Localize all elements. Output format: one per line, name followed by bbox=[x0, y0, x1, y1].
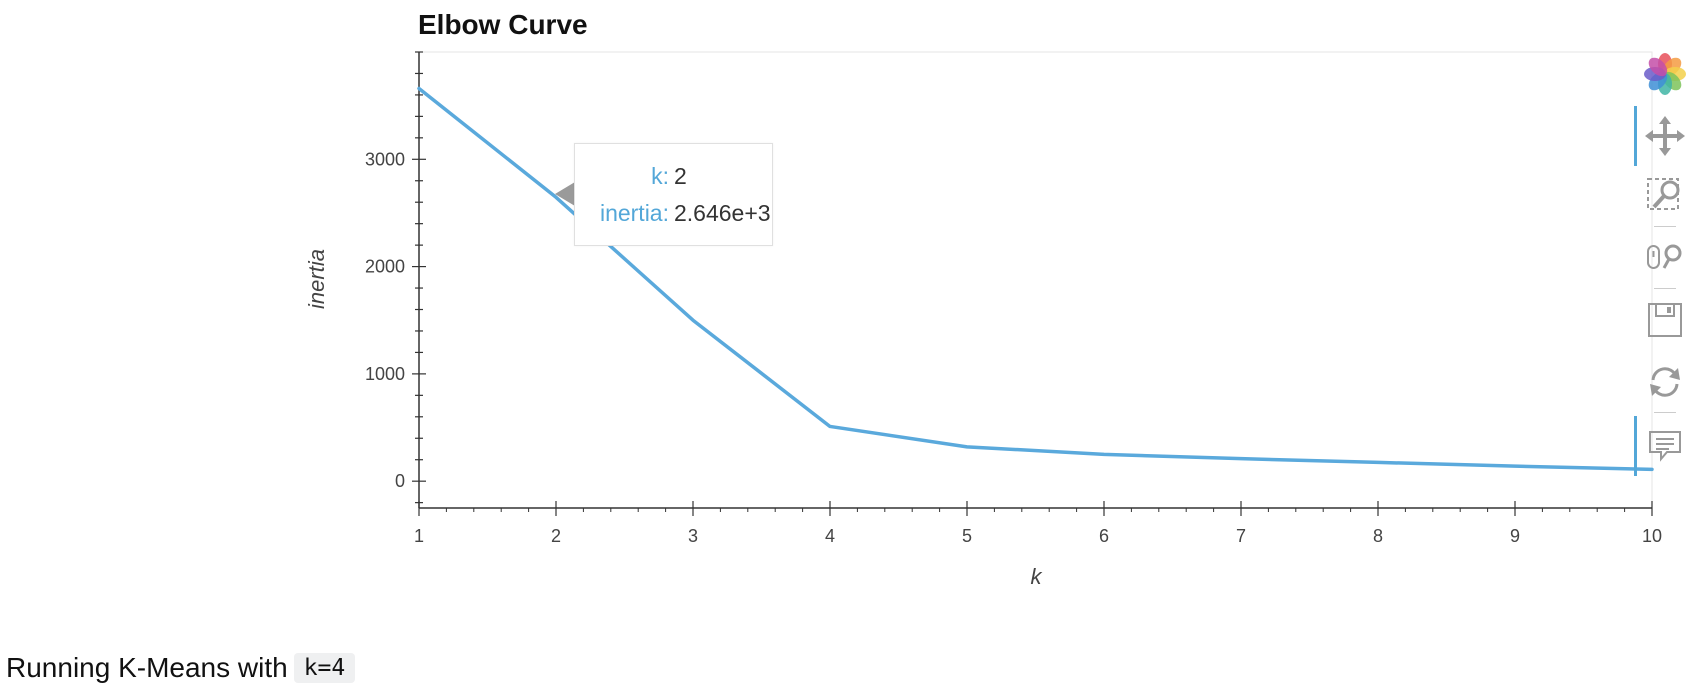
hover-tooltip: k: 2 inertia: 2.646e+3 bbox=[574, 143, 773, 246]
pan-icon bbox=[1645, 116, 1685, 156]
plot-frame bbox=[418, 51, 1653, 509]
bokeh-logo[interactable] bbox=[1636, 48, 1694, 100]
save-tool-button[interactable] bbox=[1636, 294, 1694, 346]
series-line bbox=[417, 86, 1654, 472]
box-zoom-tool-button[interactable] bbox=[1636, 170, 1694, 222]
tooltip-inertia-key: inertia: bbox=[599, 200, 669, 226]
reset-icon bbox=[1650, 367, 1680, 397]
y-tick-label: 0 bbox=[395, 471, 405, 491]
x-tick-label: 7 bbox=[1236, 526, 1246, 546]
y-tick-label: 2000 bbox=[365, 257, 405, 277]
hover-icon bbox=[1649, 431, 1681, 462]
reset-tool-button[interactable] bbox=[1636, 356, 1694, 408]
wheel-zoom-icon bbox=[1647, 244, 1682, 269]
hover-tool-button[interactable] bbox=[1634, 416, 1694, 476]
x-tick-label: 4 bbox=[825, 526, 835, 546]
save-icon bbox=[1648, 303, 1682, 337]
x-axis-label: k bbox=[1031, 564, 1043, 589]
chart-title: Elbow Curve bbox=[418, 9, 588, 40]
bokeh-logo-icon bbox=[1644, 53, 1686, 95]
wheel-zoom-tool-button[interactable] bbox=[1636, 232, 1694, 284]
tooltip-k-key: k: bbox=[651, 163, 669, 189]
y-axis-label: inertia bbox=[304, 249, 329, 309]
x-tick-label: 9 bbox=[1510, 526, 1520, 546]
caption-text: Running K-Means with bbox=[6, 652, 288, 683]
pan-tool-button[interactable] bbox=[1634, 106, 1694, 166]
caption-code: k=4 bbox=[293, 653, 356, 683]
x-tick-label: 10 bbox=[1642, 526, 1662, 546]
x-tick-label: 2 bbox=[551, 526, 561, 546]
x-tick-label: 1 bbox=[414, 526, 424, 546]
x-tick-label: 3 bbox=[688, 526, 698, 546]
y-tick-label: 3000 bbox=[365, 149, 405, 169]
box-zoom-icon bbox=[1647, 178, 1680, 210]
axes: 0 1000 2000 3000 1 2 3 4 5 6 7 8 9 10 bbox=[365, 51, 1662, 546]
x-tick-label: 6 bbox=[1099, 526, 1109, 546]
x-tick-label: 5 bbox=[962, 526, 972, 546]
plot-toolbar bbox=[1634, 40, 1696, 480]
caption: Running K-Means with k=4 bbox=[6, 652, 356, 684]
x-tick-label: 8 bbox=[1373, 526, 1383, 546]
plot-area[interactable] bbox=[417, 86, 1654, 472]
tooltip-arrow bbox=[555, 182, 575, 206]
tooltip-k-value: 2 bbox=[674, 163, 687, 189]
tooltip-inertia-value: 2.646e+3 bbox=[674, 200, 771, 226]
y-tick-label: 1000 bbox=[365, 364, 405, 384]
